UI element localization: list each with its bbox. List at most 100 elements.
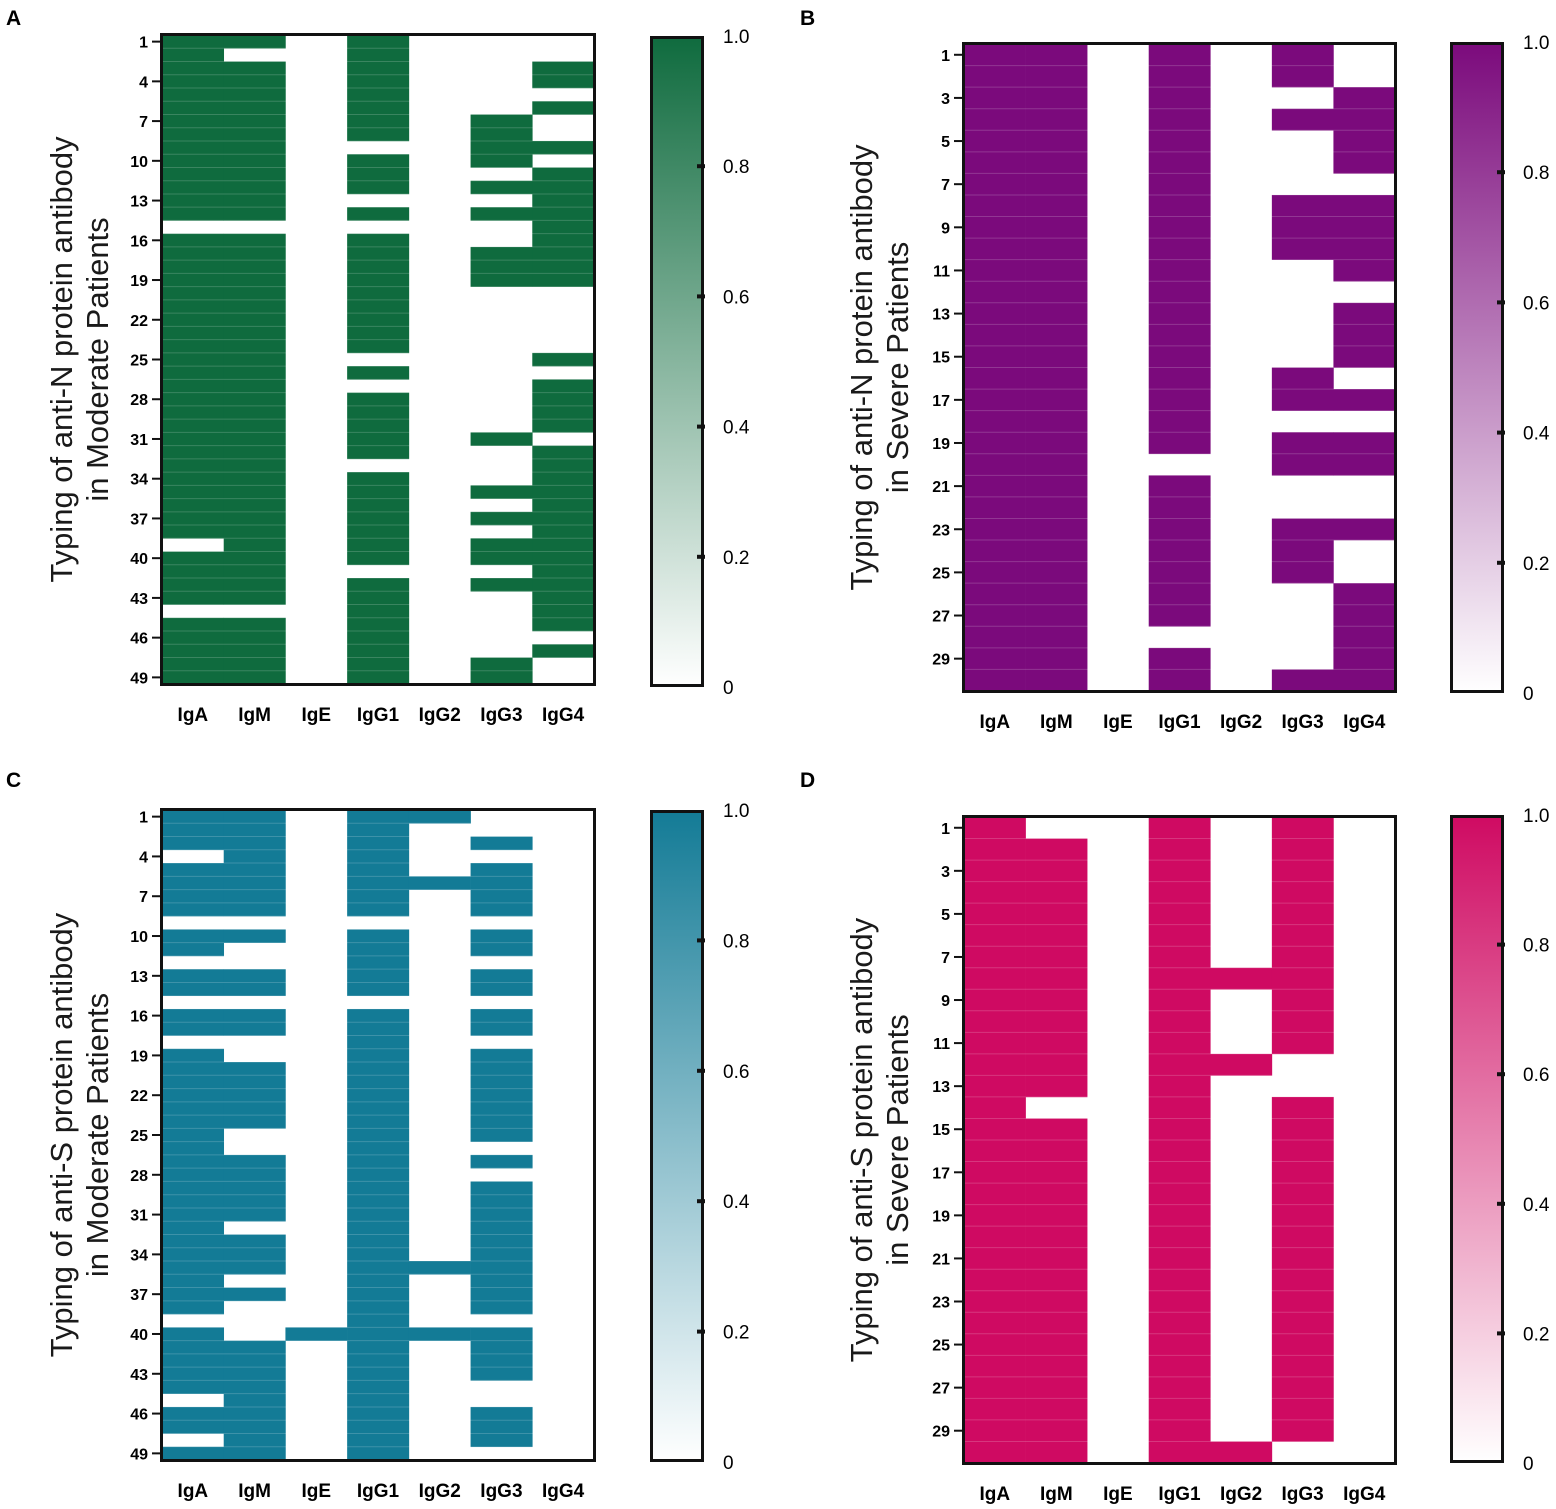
heatmap-cell-igg3: [470, 246, 533, 287]
y-tick-label: 7: [139, 114, 148, 131]
y-tick-label: 28: [130, 1168, 148, 1185]
heatmap-cell-igg3: [1271, 108, 1334, 131]
x-tick-label-igm: IgM: [1040, 1484, 1073, 1505]
y-tick-label: 4: [139, 74, 148, 91]
x-tick-label-igg1: IgG1: [357, 705, 400, 726]
heatmap-cell-igg3: [1271, 367, 1334, 411]
heatmap-cell-iga: [162, 863, 225, 917]
heatmap-cell-igg3: [1271, 817, 1334, 1055]
x-tick-label-igg2: IgG2: [1220, 1484, 1262, 1505]
colorbar-tick-label: 1.0: [1523, 806, 1549, 827]
x-tick-label-iga: IgA: [178, 1481, 209, 1502]
heatmap-cell-igg3: [470, 836, 533, 851]
row-separators: [162, 47, 594, 672]
heatmap-cell-igg3: [470, 657, 533, 685]
heatmap-cell-igg4: [1333, 583, 1396, 692]
y-tick-label: 27: [932, 609, 950, 626]
heatmap-cells: [162, 35, 595, 685]
heatmap-cells: [162, 810, 533, 1461]
heatmap-cell-igm: [223, 1287, 286, 1302]
x-tick-label-igg1: IgG1: [1158, 1484, 1201, 1505]
plot-frame: [160, 808, 596, 1462]
heatmap-cell-igg3: [470, 578, 533, 592]
heatmap-cell-igg3: [470, 1008, 533, 1036]
colorbar-tick-label: 0.8: [1523, 163, 1549, 184]
heatmap-cell-iga: [162, 1327, 225, 1394]
colorbar-ticks: 1.0 0.8 0.6 0.4 0.2 0: [1497, 806, 1550, 1475]
y-tick-label: 46: [130, 631, 148, 648]
x-tick-label-iga: IgA: [979, 712, 1010, 733]
x-tick-label-ige: IgE: [302, 705, 332, 726]
y-tick-label: 17: [932, 1165, 950, 1182]
heatmap-cell-iga: [162, 551, 225, 605]
y-axis-title-line: Typing of anti-S protein antibody: [44, 912, 79, 1357]
y-tick-label: 11: [933, 263, 950, 280]
heatmap-cell-iga: [162, 1446, 225, 1461]
heatmap-cell-igg3: [470, 969, 533, 997]
plot-frame: [962, 815, 1397, 1465]
y-tick-label: 49: [130, 670, 148, 687]
colorbar-tick-label: 0.8: [723, 931, 749, 952]
heatmap-cell-igg1: [347, 578, 410, 685]
colorbar-frame: [1450, 42, 1504, 693]
y-axis-ticks: 1 4 7 10 13 16 19 22 25 28 31 34 37 40 43 46 49: [130, 810, 160, 1463]
heatmap-cell-igm: [1025, 1118, 1088, 1464]
y-tick-label: 29: [932, 652, 950, 669]
y-tick-label: 37: [130, 1287, 148, 1304]
y-tick-label: 31: [130, 1208, 148, 1225]
colorbar-frame: [1450, 815, 1504, 1463]
heatmap-cell-igm: [1025, 44, 1088, 692]
heatmap-cell-igg1: [1148, 817, 1211, 1464]
y-tick-label: 4: [139, 849, 148, 866]
heatmap-cell-igm: [223, 810, 286, 917]
heatmap-cell-igg1: [1148, 475, 1211, 627]
y-tick-label: 43: [130, 1367, 148, 1384]
colorbar-tick-label: 0.6: [1523, 293, 1549, 314]
y-tick-label: 46: [130, 1407, 148, 1424]
heatmap-cell-igg4: [1333, 87, 1396, 174]
y-tick-label: 15: [932, 1122, 950, 1139]
colorbar-tick-label: 0.6: [723, 1062, 749, 1083]
heatmap-cell-igg3: [1271, 1096, 1334, 1442]
y-tick-label: 34: [130, 1247, 148, 1264]
y-tick-label: 40: [130, 551, 148, 568]
plot-frame: [962, 42, 1397, 693]
colorbar: [1450, 815, 1504, 1463]
x-tick-label-iga: IgA: [979, 1484, 1010, 1505]
y-tick-label: 1: [941, 821, 950, 838]
heatmap-cell-igm: [223, 1062, 286, 1129]
y-tick-label: 34: [130, 472, 148, 489]
heatmap-cell-igg3: [1271, 432, 1334, 476]
heatmap-cell-igg4: [1333, 432, 1396, 476]
colorbar-tick-label: 0.6: [723, 287, 749, 308]
heatmap-cell-igg1: [347, 366, 410, 380]
heatmap-cell-iga: [162, 810, 225, 851]
heatmap-cell-igg3: [470, 114, 533, 168]
heatmap-cell-igg4: [532, 61, 595, 89]
y-tick-label: 7: [941, 177, 950, 194]
x-tick-label-igg4: IgG4: [542, 705, 585, 726]
heatmap-cell-igg3: [470, 1327, 533, 1381]
heatmap-cell-igg3: [1271, 44, 1334, 88]
y-tick-label: 19: [932, 436, 950, 453]
heatmap-cell-iga: [162, 35, 225, 221]
colorbar-tick-label: 0.2: [1523, 1324, 1549, 1345]
heatmap-cell-igg1: [347, 35, 410, 142]
x-tick-label-igg4: IgG4: [1343, 1484, 1386, 1505]
colorbar-tick-label: 0.4: [1523, 1195, 1550, 1216]
colorbar: [650, 810, 704, 1462]
heatmap-cell-igg4: [1333, 194, 1396, 282]
x-axis-labels: IgA IgM IgE IgG1 IgG2 IgG3 IgG4: [979, 1484, 1385, 1505]
heatmap-cell-igm: [223, 617, 286, 685]
panel-label: A: [6, 7, 21, 30]
heatmap-cell-igg1: [347, 392, 410, 460]
colorbar: [650, 36, 704, 687]
heatmap-cell-iga: [162, 1406, 225, 1434]
y-tick-label: 3: [941, 91, 950, 108]
y-tick-label: 11: [933, 1036, 950, 1053]
